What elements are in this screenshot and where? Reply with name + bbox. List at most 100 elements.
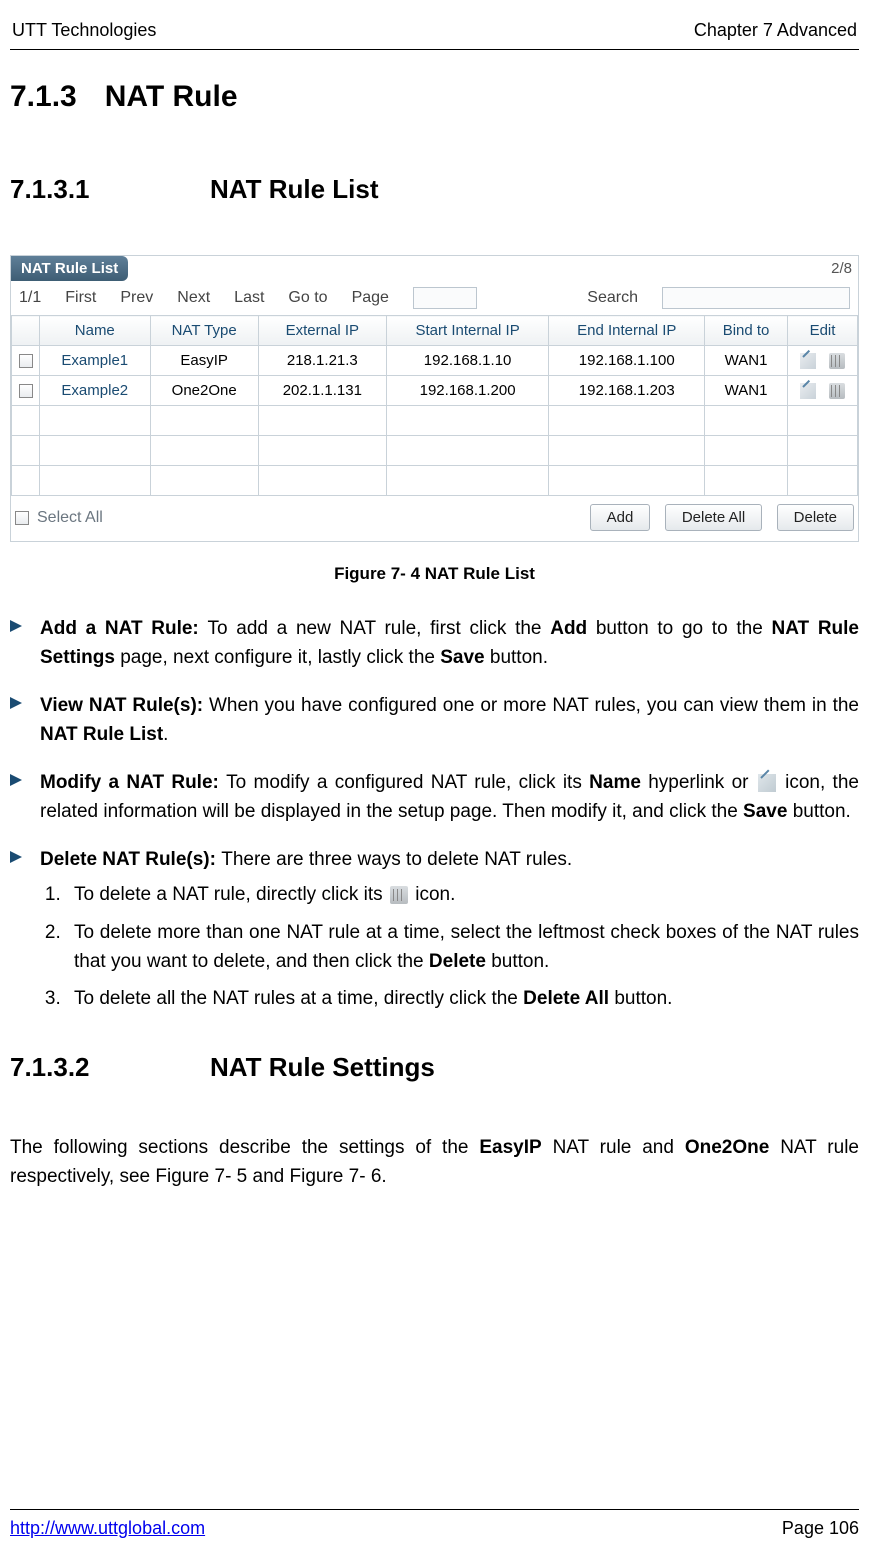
strong-save: Save <box>440 647 484 668</box>
section-title: NAT Rule <box>105 80 238 113</box>
bullet-add-rule: Add a NAT Rule: To add a new NAT rule, f… <box>10 614 859 673</box>
bullet-icon <box>10 774 28 827</box>
row-external-ip: 218.1.21.3 <box>258 346 386 376</box>
search-label: Search <box>587 289 638 307</box>
subsection-heading-7131: 7.1.3.1NAT Rule List <box>10 174 859 205</box>
subsection-number: 7.1.3.2 <box>10 1052 210 1083</box>
row-checkbox[interactable] <box>19 384 33 398</box>
header-divider <box>10 49 859 50</box>
strong-list: NAT Rule List <box>40 724 163 745</box>
pager-next-button[interactable]: Next <box>177 289 210 307</box>
col-checkbox <box>12 316 40 346</box>
strong-delete-all: Delete All <box>523 988 609 1009</box>
row-start-ip: 192.168.1.200 <box>386 376 549 406</box>
figure-caption: Figure 7- 4 NAT Rule List <box>10 564 859 584</box>
text: button. <box>609 988 672 1009</box>
goto-page-input[interactable] <box>413 287 477 309</box>
table-row-empty <box>12 436 858 466</box>
row-checkbox[interactable] <box>19 354 33 368</box>
search-input[interactable] <box>662 287 850 309</box>
strong-name: Name <box>589 772 641 793</box>
row-name-link[interactable]: Example2 <box>40 376 151 406</box>
row-start-ip: 192.168.1.10 <box>386 346 549 376</box>
subsection-title: NAT Rule Settings <box>210 1052 435 1082</box>
section-heading-713: 7.1.3NAT Rule <box>10 80 859 114</box>
panel-titlebar: NAT Rule List 2/8 <box>11 256 858 281</box>
delete-icon[interactable] <box>829 383 845 399</box>
bullet-label: Modify a NAT Rule: <box>40 772 226 793</box>
row-name-link[interactable]: Example1 <box>40 346 151 376</box>
delete-icon <box>390 886 408 904</box>
text: To modify a configured NAT rule, click i… <box>226 772 589 793</box>
text: To delete a NAT rule, directly click its <box>74 884 388 905</box>
panel-item-count: 2/8 <box>825 260 858 277</box>
bullet-delete-rule: Delete NAT Rule(s): There are three ways… <box>10 845 859 1022</box>
pager-first-button[interactable]: First <box>65 289 96 307</box>
panel-title: NAT Rule List <box>11 256 128 281</box>
bullet-icon <box>10 697 28 750</box>
header-left: UTT Technologies <box>12 20 156 41</box>
pager-page-label: Page <box>352 289 389 307</box>
page-footer: http://www.uttglobal.com Page 106 <box>10 1509 859 1539</box>
col-external-ip: External IP <box>258 316 386 346</box>
strong-save: Save <box>743 801 787 822</box>
edit-icon[interactable] <box>800 383 816 399</box>
table-row-empty <box>12 466 858 496</box>
subsection-number: 7.1.3.1 <box>10 174 210 205</box>
row-end-ip: 192.168.1.100 <box>549 346 705 376</box>
row-external-ip: 202.1.1.131 <box>258 376 386 406</box>
subsection-heading-7132: 7.1.3.2NAT Rule Settings <box>10 1052 859 1083</box>
delete-icon[interactable] <box>829 353 845 369</box>
col-nat-type: NAT Type <box>150 316 258 346</box>
instruction-list: Add a NAT Rule: To add a new NAT rule, f… <box>10 614 859 1022</box>
delete-button[interactable]: Delete <box>777 504 854 531</box>
row-bind-to: WAN1 <box>705 346 788 376</box>
list-item: To delete all the NAT rules at a time, d… <box>66 984 859 1013</box>
row-nat-type: EasyIP <box>150 346 258 376</box>
add-button[interactable]: Add <box>590 504 651 531</box>
text: . <box>163 724 168 745</box>
text: There are three ways to delete NAT rules… <box>221 849 572 870</box>
text: When you have configured one or more NAT… <box>209 695 859 716</box>
delete-all-button[interactable]: Delete All <box>665 504 762 531</box>
text: To delete all the NAT rules at a time, d… <box>74 988 523 1009</box>
pager-row: 1/1 First Prev Next Last Go to Page Sear… <box>11 281 858 315</box>
text: NAT rule and <box>542 1137 685 1158</box>
subsection-title: NAT Rule List <box>210 174 379 204</box>
col-bind-to: Bind to <box>705 316 788 346</box>
text: button to go to the <box>587 618 771 639</box>
bullet-label: View NAT Rule(s): <box>40 695 209 716</box>
col-edit: Edit <box>788 316 858 346</box>
table-row: Example1 EasyIP 218.1.21.3 192.168.1.10 … <box>12 346 858 376</box>
pager-goto-label: Go to <box>288 289 327 307</box>
select-all-label: Select All <box>37 509 103 527</box>
text: The following sections describe the sett… <box>10 1137 479 1158</box>
page-header: UTT Technologies Chapter 7 Advanced <box>10 20 859 49</box>
text: button. <box>486 951 549 972</box>
strong-add: Add <box>550 618 587 639</box>
footer-url-link[interactable]: http://www.uttglobal.com <box>10 1518 205 1539</box>
pager-position: 1/1 <box>19 289 41 307</box>
bullet-icon <box>10 620 28 673</box>
bullet-label: Delete NAT Rule(s): <box>40 849 221 870</box>
bullet-view-rule: View NAT Rule(s): When you have configur… <box>10 691 859 750</box>
text: button. <box>787 801 850 822</box>
pager-last-button[interactable]: Last <box>234 289 264 307</box>
text: icon. <box>410 884 455 905</box>
delete-sublist: To delete a NAT rule, directly click its… <box>66 880 859 1014</box>
row-end-ip: 192.168.1.203 <box>549 376 705 406</box>
select-all-checkbox[interactable] <box>15 511 29 525</box>
pager-prev-button[interactable]: Prev <box>120 289 153 307</box>
text: page, next configure it, lastly click th… <box>115 647 440 668</box>
edit-icon[interactable] <box>800 353 816 369</box>
strong-one2one: One2One <box>685 1137 769 1158</box>
table-row: Example2 One2One 202.1.1.131 192.168.1.2… <box>12 376 858 406</box>
table-header-row: Name NAT Type External IP Start Internal… <box>12 316 858 346</box>
col-start-internal-ip: Start Internal IP <box>386 316 549 346</box>
text: hyperlink or <box>641 772 756 793</box>
footer-page-number: Page 106 <box>782 1518 859 1539</box>
row-bind-to: WAN1 <box>705 376 788 406</box>
bullet-modify-rule: Modify a NAT Rule: To modify a configure… <box>10 768 859 827</box>
panel-bottom-row: Select All Add Delete All Delete <box>11 496 858 541</box>
edit-icon <box>758 774 776 792</box>
